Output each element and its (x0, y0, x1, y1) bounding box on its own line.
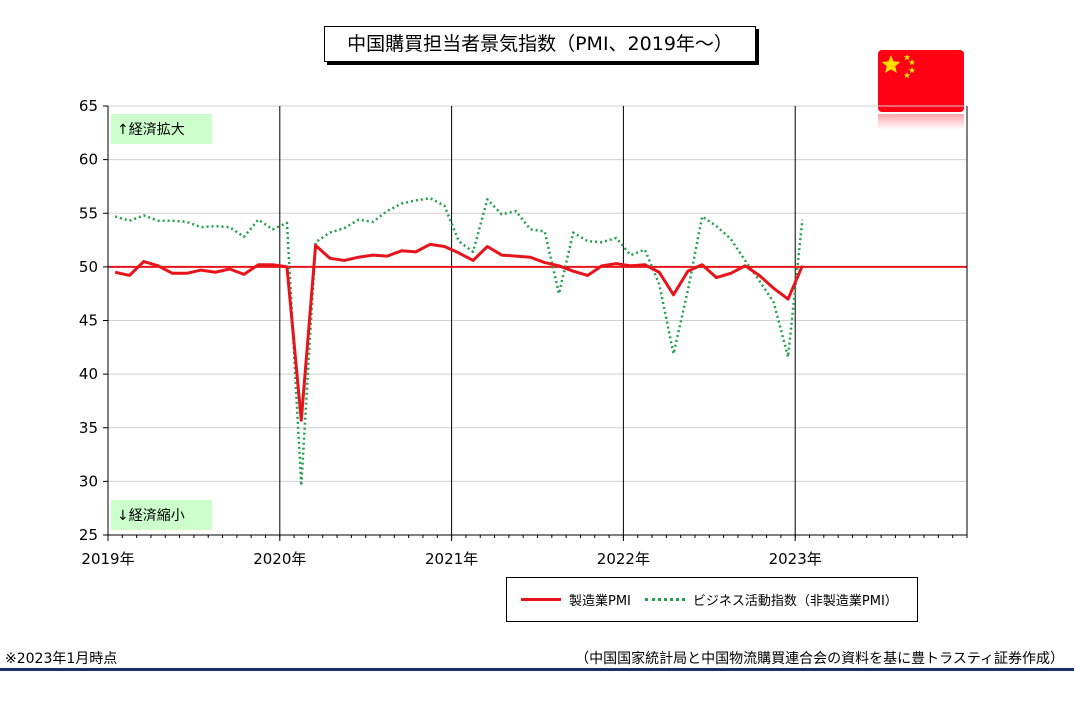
legend-item-manufacturing: 製造業PMI (521, 590, 631, 609)
x-tick-label: 2023年 (769, 550, 822, 568)
y-tick-label: 65 (79, 97, 98, 115)
flag-small-star-icon (908, 67, 916, 74)
y-tick-label: 45 (79, 312, 98, 330)
y-tick-label: 60 (79, 151, 98, 169)
y-tick-label: 40 (79, 365, 98, 383)
bottom-rule (0, 668, 1074, 671)
y-tick-label: 30 (79, 472, 98, 490)
y-tick-label: 50 (79, 258, 98, 276)
x-tick-label: 2020年 (253, 550, 306, 568)
flag-reflection (878, 114, 964, 130)
series-line-manufacturing (114, 242, 804, 422)
y-tick-label: 25 (79, 526, 98, 544)
legend-swatch-solid (521, 598, 561, 601)
flag-small-star-icon (908, 59, 916, 66)
footnote-source: （中国国家統計局と中国物流購買連合会の資料を基に豊トラスティ証券作成） (575, 651, 1064, 667)
zone-contraction-label: ↓経済縮小 (117, 508, 185, 524)
flag-small-star-icon (903, 54, 911, 61)
china-flag-icon (878, 50, 964, 130)
x-tick-label: 2019年 (81, 550, 134, 568)
zone-expansion-bg (111, 114, 212, 144)
x-tick-label: 2022年 (597, 550, 650, 568)
y-tick-label: 35 (79, 419, 98, 437)
legend-label-manufacturing: 製造業PMI (569, 594, 631, 609)
y-tick-label: 55 (79, 204, 98, 222)
chart-legend: 製造業PMI ビジネス活動指数（非製造業PMI） (506, 577, 918, 622)
legend-label-business: ビジネス活動指数（非製造業PMI） (692, 594, 898, 609)
series-line-business (114, 196, 804, 487)
legend-item-business: ビジネス活動指数（非製造業PMI） (644, 590, 898, 609)
chart-title: 中国購買担当者景気指数（PMI、2019年～） (324, 26, 756, 62)
x-tick-label: 2021年 (425, 550, 478, 568)
zone-contraction-bg (111, 500, 212, 530)
flag-small-star-icon (903, 72, 911, 79)
legend-swatch-dotted (644, 598, 685, 601)
flag-large-star-icon (881, 55, 901, 73)
footnote-as-of: ※2023年1月時点 (5, 651, 118, 667)
flag-field (878, 50, 964, 112)
zone-expansion-label: ↑経済拡大 (117, 122, 185, 138)
